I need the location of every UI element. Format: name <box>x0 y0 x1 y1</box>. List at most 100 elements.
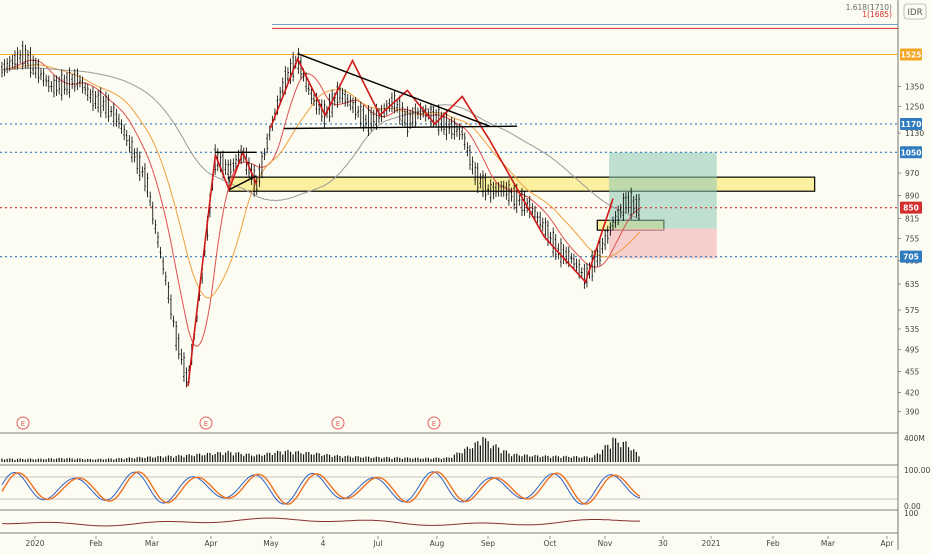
volume-bar <box>274 452 276 462</box>
y-tick-label: 420 <box>905 388 920 397</box>
volume-bar <box>162 457 164 462</box>
volume-bar <box>596 453 598 462</box>
trendline-3 <box>297 53 490 127</box>
earnings-marker[interactable]: E <box>199 416 213 430</box>
volume-bar <box>141 457 143 462</box>
volume-bar <box>575 456 578 462</box>
x-tick-label: 4 <box>321 539 326 548</box>
volume-bar <box>497 447 500 462</box>
volume-bar <box>180 455 182 462</box>
volume-bar <box>560 457 562 462</box>
volume-bar <box>292 454 294 462</box>
volume-bar <box>609 448 611 462</box>
zone-target <box>609 152 717 229</box>
volume-bar <box>276 450 279 462</box>
earnings-marker-label: E <box>21 420 25 428</box>
x-tick-label: Nov <box>598 539 613 548</box>
volume-bar <box>253 456 255 462</box>
volume-bar <box>204 455 206 462</box>
volume-bar <box>45 459 47 462</box>
y-tick-label: 890 <box>905 192 920 201</box>
volume-bar <box>126 457 128 462</box>
volume-bar <box>232 455 234 462</box>
volume-bar <box>172 457 175 462</box>
price-tag-850: 850 <box>900 201 922 214</box>
volume-bar <box>510 456 513 462</box>
earnings-marker[interactable]: E <box>16 416 30 430</box>
y-tick-label: 1130 <box>905 129 924 138</box>
price-tag-box <box>900 117 922 130</box>
volume-bar <box>256 454 258 462</box>
volume-bar <box>635 451 637 462</box>
volume-bar <box>349 456 351 462</box>
volume-bar <box>144 457 146 462</box>
volume-bar <box>373 457 375 462</box>
volume-bar <box>534 455 536 462</box>
volume-bar <box>40 458 42 462</box>
y-tick-label: 535 <box>905 325 920 334</box>
earnings-marker[interactable]: E <box>427 416 441 430</box>
volume-bar <box>562 456 565 462</box>
volume-bar <box>149 456 151 462</box>
price-tag-label: 1050 <box>901 148 922 157</box>
volume-bar <box>139 456 141 462</box>
volume-bar <box>508 453 510 462</box>
volume-bar <box>521 456 523 462</box>
y-tick-label: 1350 <box>905 82 924 91</box>
volume-bar <box>196 453 198 462</box>
rsi-axis-label: 100 <box>904 509 919 518</box>
volume-bar <box>568 456 570 462</box>
rsi-line <box>2 517 640 527</box>
volume-bar <box>328 454 331 462</box>
volume-bar <box>620 447 622 462</box>
volume-bar <box>360 457 362 462</box>
volume-bar <box>315 452 318 462</box>
volume-bar <box>443 457 445 462</box>
volume-bar <box>110 458 112 462</box>
volume-bar <box>167 455 169 462</box>
price-tag-1170: 1170 <box>900 117 922 130</box>
earnings-marker-label: E <box>204 420 208 428</box>
volume-bar <box>308 452 310 462</box>
volume-bar <box>318 453 320 462</box>
y-tick-label: 390 <box>905 408 920 417</box>
stoch-axis-bottom: 0.00 <box>904 502 921 511</box>
zone-stop <box>609 228 717 259</box>
volume-bar <box>565 455 567 462</box>
volume-bar <box>583 456 585 462</box>
volume-bar <box>66 458 68 462</box>
earnings-marker[interactable]: E <box>331 416 345 430</box>
volume-bar <box>105 459 107 462</box>
y-tick-label: 1250 <box>905 103 924 112</box>
volume-bar <box>243 455 245 462</box>
volume-bar <box>42 459 45 462</box>
volume-bar <box>100 458 102 462</box>
volume-bar <box>458 452 461 462</box>
x-tick-label: Mar <box>821 539 836 548</box>
volume-bar <box>432 458 435 462</box>
volume-bar <box>131 457 133 462</box>
volume-bar <box>27 458 29 462</box>
stoch-k-line <box>1 471 641 505</box>
x-tick-label: Oct <box>544 539 557 548</box>
volume-bar <box>404 457 406 462</box>
y-tick-label: 495 <box>905 345 920 354</box>
earnings-marker-circle <box>331 416 345 430</box>
volume-bar <box>469 448 471 462</box>
volume-bar <box>230 452 232 462</box>
x-tick-label: Feb <box>89 539 103 548</box>
volume-bar <box>531 456 533 462</box>
currency-badge[interactable] <box>903 3 927 20</box>
ma-long <box>1 67 641 220</box>
volume-bar <box>123 459 125 462</box>
volume-bar <box>513 454 515 462</box>
volume-bar <box>370 458 372 462</box>
volume-bar <box>266 452 268 462</box>
volume-bar <box>279 451 281 462</box>
volume-bar <box>633 449 635 462</box>
volume-bar <box>107 458 110 462</box>
stoch-axis-top: 100.00 <box>904 466 930 475</box>
volume-bar <box>237 452 240 462</box>
volume-bar <box>250 455 253 462</box>
